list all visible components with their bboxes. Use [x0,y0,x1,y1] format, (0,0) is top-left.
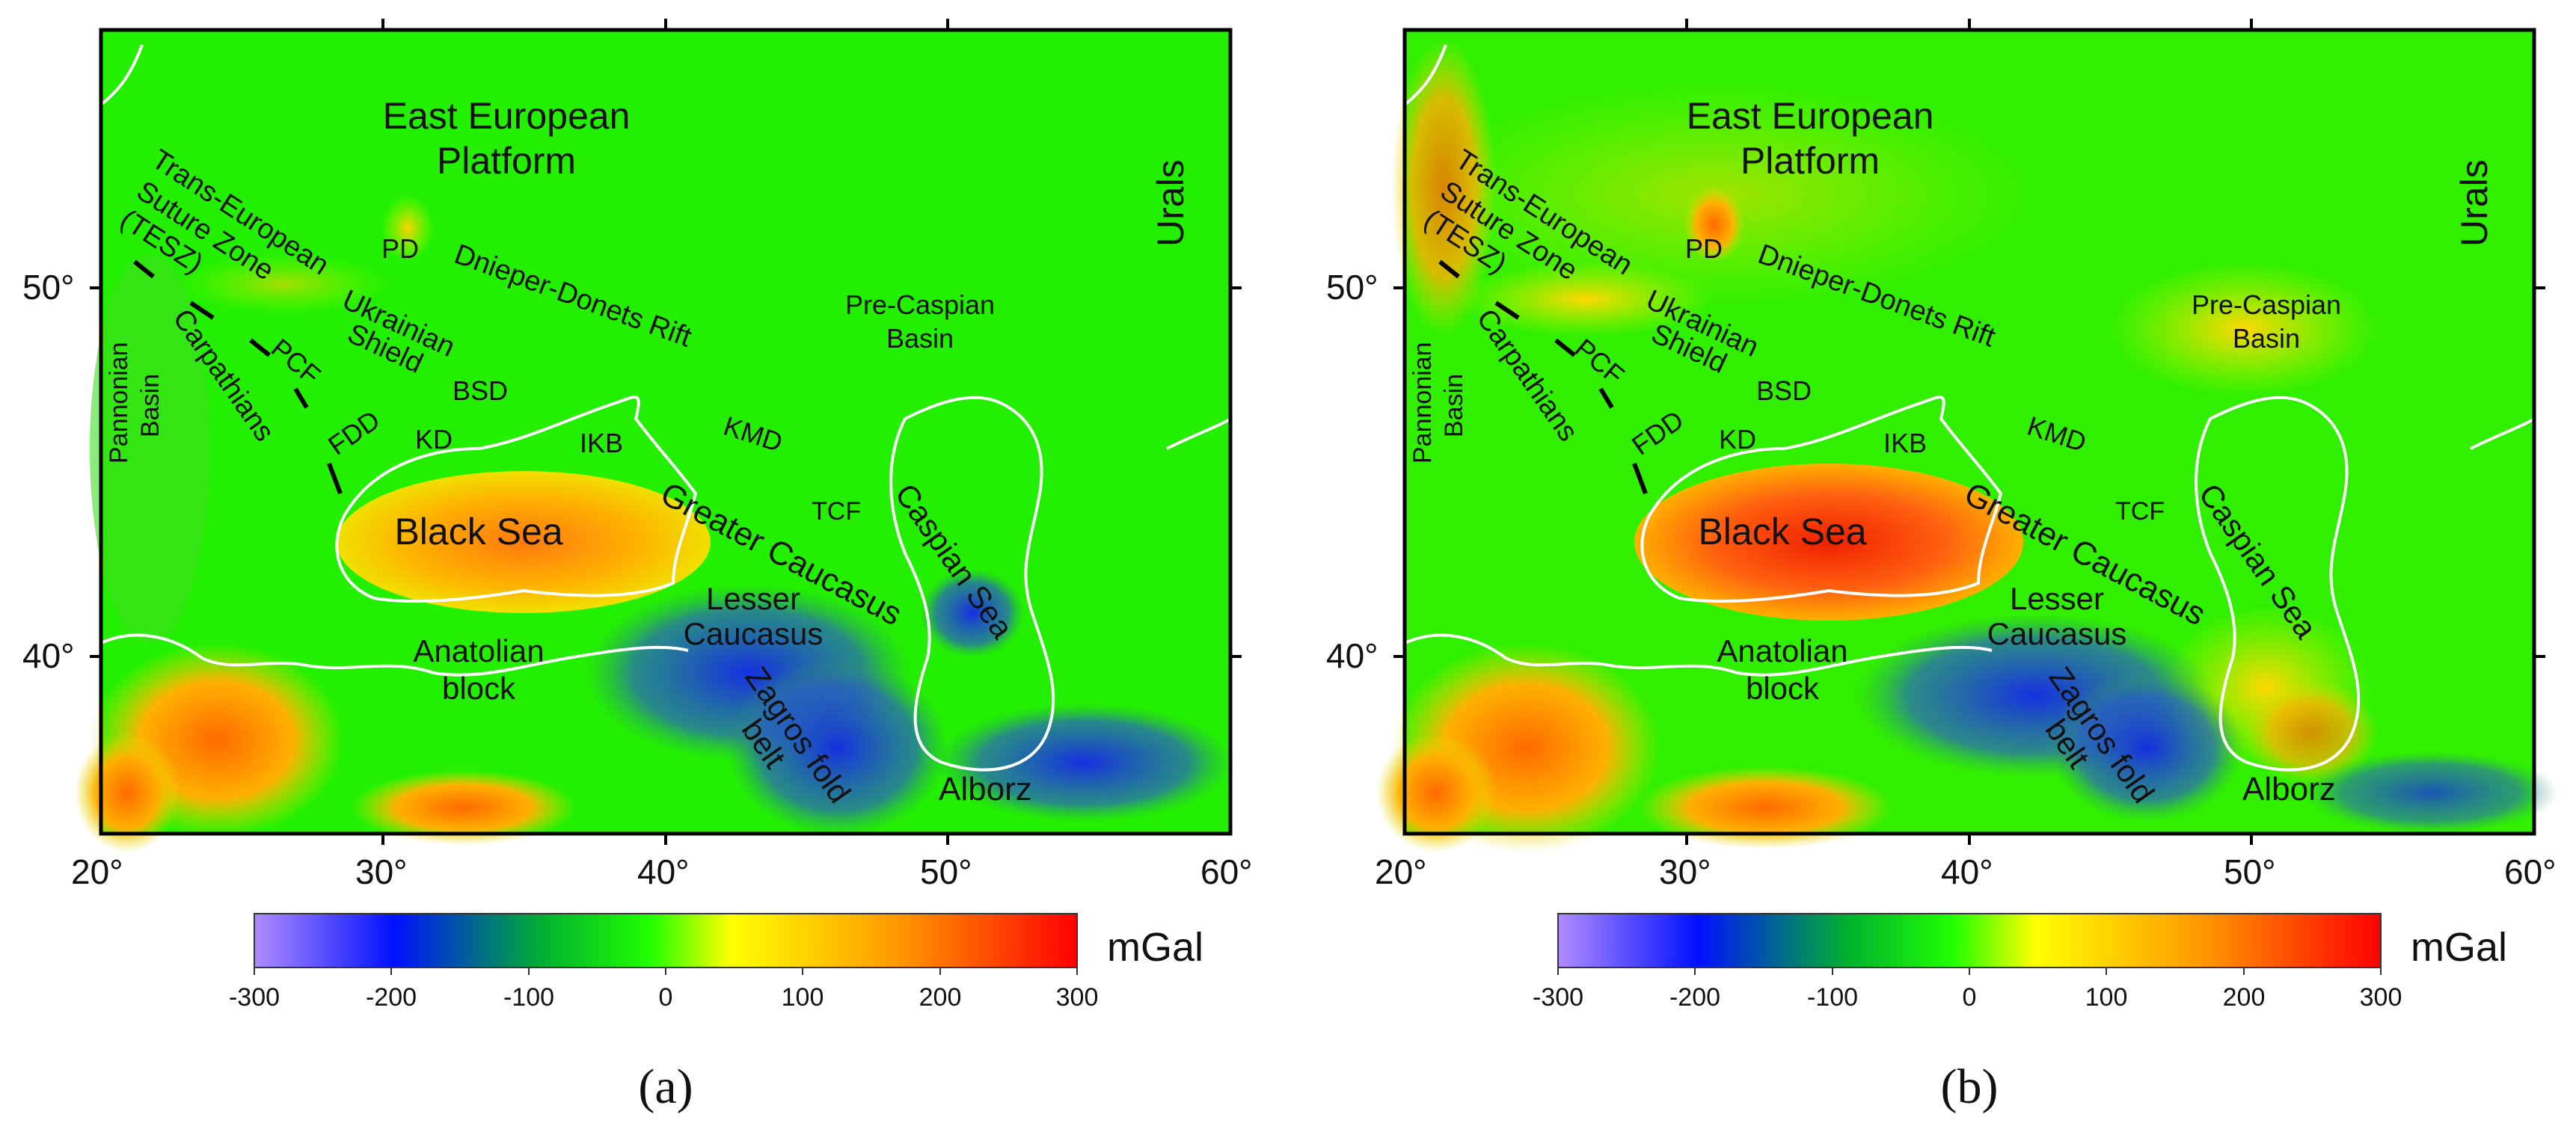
lon-tick-30: 30° [355,852,408,891]
colorbar-tick-label: -200 [1669,983,1720,1012]
colorbar-tick-label: -100 [503,983,554,1012]
label-eep-line1: East European [383,95,631,137]
label-ikb: IKB [580,428,623,458]
label-ab-line2: block [1746,671,1820,706]
coastlines [99,44,1232,772]
lon-tick-20: 20° [71,852,123,891]
colorbar-unit: mGal [2411,925,2507,970]
lon-tick-60: 60° [2504,852,2557,891]
map-panel-b: 50° 40° 20° 30° 40° 50° 60° East Europea… [1326,19,2558,1114]
colorbar-tick-label: 200 [2223,983,2266,1012]
label-tcf: TCF [2115,497,2165,526]
colorbar-tick-label: 200 [919,983,962,1012]
anomaly-caspian-low [920,568,1025,658]
lon-tick-40: 40° [637,852,690,891]
colorbar-tick-label: -300 [229,983,280,1012]
colorbar-tick-label: 300 [1056,983,1099,1012]
colorbar-ticks [1557,968,2382,975]
lon-tick-40: 40° [1941,852,1993,891]
label-urals: Urals [2453,159,2495,247]
label-pcb-line1: Pre-Caspian [845,289,995,320]
lon-tick-50: 50° [920,852,972,891]
label-pcb-line1: Pre-Caspian [2192,289,2341,320]
anomaly-south [352,770,576,845]
colorbar-tick-label: 0 [659,983,673,1012]
label-lc-line2: Caucasus [684,616,824,651]
colorbar [1557,913,2382,968]
label-pd: PD [381,233,419,264]
label-pb-line1: Pannonian [1408,342,1437,464]
colorbar [254,913,1078,968]
label-ab-line1: Anatolian [1717,633,1847,668]
lat-tick-50: 50° [1326,268,1379,307]
label-black-sea: Black Sea [394,511,562,553]
colorbar-tick-label: 0 [1963,983,1977,1012]
anomaly-zagros-low [726,658,950,837]
colorbar-ticks [254,968,1078,975]
label-ab-line2: block [442,671,516,706]
label-kd: KD [1719,424,1756,455]
label-kd: KD [415,424,453,455]
anomaly-west [90,254,209,643]
label-eep-line2: Platform [437,140,576,182]
lon-tick-30: 30° [1659,852,1711,891]
label-ab-line1: Anatolian [413,633,544,668]
label-eep-line2: Platform [1741,140,1880,182]
lon-tick-60: 60° [1200,852,1253,891]
label-pcb-line2: Basin [2233,323,2300,354]
label-lc-line1: Lesser [2010,581,2104,616]
label-alborz: Alborz [2242,771,2336,807]
label-black-sea: Black Sea [1698,511,1866,553]
colorbar-tick-label: 300 [2360,983,2402,1012]
frame-ticks [90,19,1242,845]
colorbar-tick-label: -300 [1533,983,1583,1012]
lon-tick-20: 20° [1375,852,1427,891]
anomaly-zagros-low [2049,673,2244,822]
panel-caption: (b) [1941,1059,1999,1114]
label-lc-line2: Caucasus [1987,616,2127,651]
anomaly-south [1638,766,1892,849]
lon-tick-50: 50° [2224,852,2276,891]
anomaly-pd [1684,187,1744,262]
fault-traces [133,259,343,495]
anomaly-east-low [2304,751,2558,834]
label-pb-line1: Pannonian [105,342,133,464]
lat-tick-40: 40° [22,636,75,675]
anomaly-west-hot [1391,37,1496,336]
map-panel-a: 50° 40° 20° 30° 40° 50° 60° East Europea… [22,19,1253,1114]
label-pcb-line2: Basin [886,323,954,354]
colorbar-tick-label: -100 [1807,983,1858,1012]
label-tcf: TCF [812,497,861,526]
label-bsd: BSD [453,375,508,406]
anomaly-black-sea [1634,464,2023,621]
colorbar-tick-label: 100 [2085,983,2128,1012]
anomaly-pd [381,194,434,262]
colorbar-tick-label: -200 [366,983,417,1012]
fault-traces [1438,259,1648,495]
label-alborz: Alborz [939,771,1032,807]
lat-tick-50: 50° [22,268,75,307]
label-ikb: IKB [1883,428,1927,458]
lat-tick-40: 40° [1326,636,1379,675]
colorbar-tick-label: 100 [782,983,824,1012]
anomaly-tesz [180,254,389,314]
label-urals: Urals [1150,159,1192,247]
label-pd: PD [1685,233,1723,264]
anomaly-tesz [1459,262,1713,336]
anomaly-pcb [2109,262,2379,396]
anomaly-caspian-south [2244,680,2379,785]
panel-caption: (a) [638,1059,693,1114]
coastlines [1403,44,2536,772]
colorbar-unit: mGal [1107,925,1203,970]
frame-ticks [1393,19,2545,845]
label-bsd: BSD [1756,375,1812,406]
anomaly-east-low [935,703,1234,822]
label-lc-line1: Lesser [706,581,800,616]
label-eep-line1: East European [1687,95,1934,137]
label-pb-line2: Basin [136,374,165,437]
anomaly-black-sea [337,471,711,613]
label-pb-line2: Basin [1440,374,1468,437]
